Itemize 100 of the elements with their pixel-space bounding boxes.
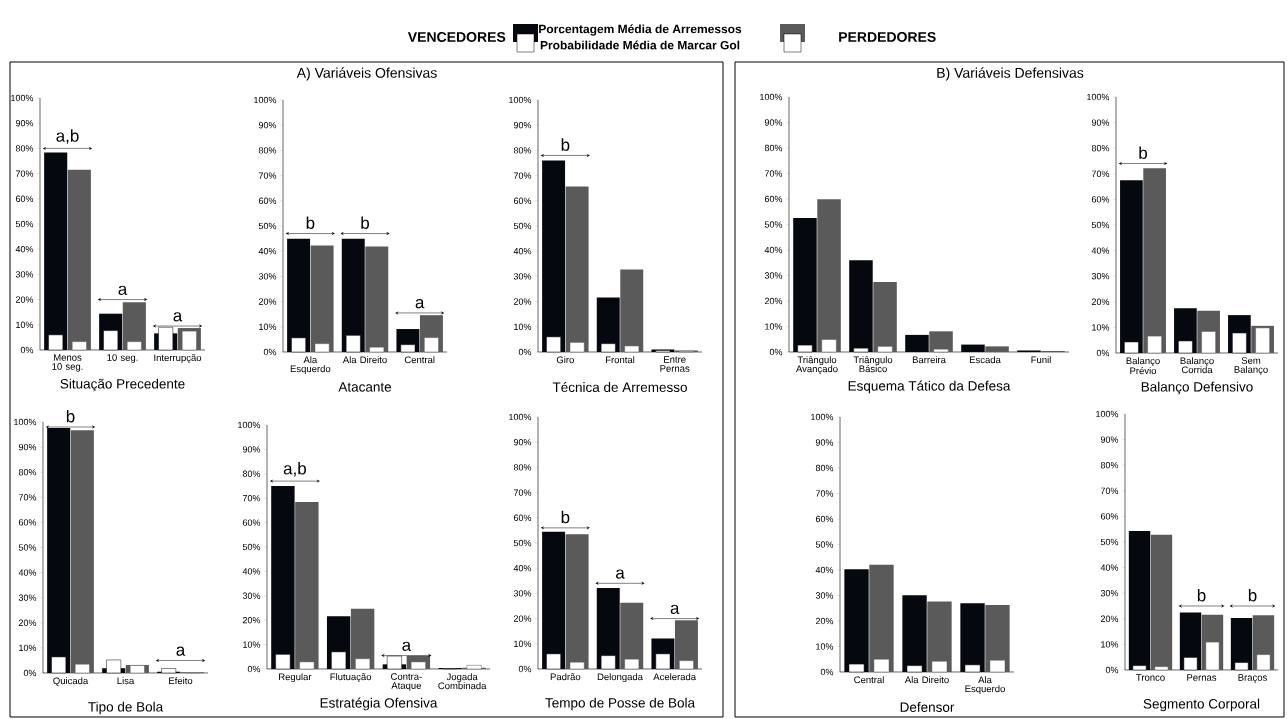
- text: PERDEDORES: [839, 32, 936, 42]
- x-tick-label: Central: [854, 676, 884, 684]
- y-tick-label: 0%: [1096, 349, 1110, 357]
- y-tick-label: 70%: [513, 489, 532, 496]
- y-tick-label: 70%: [18, 494, 37, 501]
- x-tick-label: Flutuação: [330, 673, 372, 683]
- y-tick-label: 10%: [259, 323, 277, 330]
- y-tick-label: 10%: [16, 321, 34, 328]
- y-tick-label: 50%: [815, 541, 834, 548]
- y-tick-label: 20%: [1091, 298, 1110, 305]
- y-tick-label: 50%: [242, 543, 261, 551]
- annotation: b: [1248, 588, 1257, 602]
- y-tick-label: 10%: [514, 323, 532, 330]
- y-tick-label: 100%: [760, 93, 783, 101]
- y-tick-label: 10%: [1101, 641, 1119, 648]
- y-tick-label: 30%: [764, 272, 783, 279]
- annotation: b: [306, 216, 315, 229]
- y-tick-label: 60%: [242, 519, 261, 526]
- annotation: b: [561, 138, 570, 151]
- y-tick-label: 0%: [820, 668, 834, 676]
- annotation: b: [1139, 146, 1148, 159]
- y-tick-label: 80%: [1100, 461, 1119, 469]
- y-tick-label: 60%: [764, 195, 783, 203]
- x-axis-title: Situação Precedente: [60, 378, 185, 392]
- y-tick-label: 50%: [1100, 538, 1119, 546]
- y-tick-label: 90%: [1091, 119, 1110, 126]
- x-axis-title: Esquema Tático da Defesa: [848, 380, 1011, 394]
- y-tick-label: 30%: [815, 592, 834, 599]
- x-tick-label: Funil: [1031, 356, 1051, 364]
- y-tick-label: 60%: [815, 515, 834, 523]
- x-tick-label: Delongada: [597, 673, 643, 683]
- y-tick-label: 30%: [15, 271, 34, 278]
- y-tick-label: 90%: [18, 443, 37, 451]
- x-tick-label: Pernas: [1187, 674, 1217, 681]
- x-tick-label: Acelerada: [653, 673, 697, 681]
- y-tick-label: 70%: [513, 172, 532, 179]
- x-tick-label: Sem Balanço: [1234, 357, 1268, 375]
- annotation: a: [173, 312, 183, 322]
- y-tick-label: 80%: [15, 145, 34, 152]
- x-tick-label: Central: [404, 356, 435, 364]
- annotation: a: [118, 285, 128, 296]
- x-tick-label: Menos 10 seg.: [52, 354, 83, 372]
- y-tick-label: 40%: [1100, 564, 1119, 571]
- x-tick-label: Frontal: [606, 356, 635, 364]
- annotation: a: [670, 604, 680, 615]
- y-tick-label: 0%: [518, 348, 532, 356]
- x-tick-label: Ala Esquerdo: [965, 676, 1005, 695]
- y-tick-label: 100%: [14, 418, 37, 426]
- y-tick-label: 80%: [258, 147, 277, 154]
- y-tick-label: 50%: [513, 222, 532, 230]
- y-tick-label: 80%: [764, 144, 783, 152]
- x-tick-label: 10 seg.: [107, 354, 138, 363]
- y-tick-label: 80%: [18, 468, 37, 476]
- y-tick-label: 90%: [513, 122, 532, 129]
- x-tick-label: Triângulo Avançado: [795, 356, 838, 375]
- y-tick-label: 80%: [815, 464, 834, 472]
- x-tick-label: Quicada: [53, 677, 89, 686]
- x-tick-label: Balanço Corrida: [1180, 357, 1214, 374]
- y-tick-label: 60%: [1091, 196, 1110, 203]
- y-tick-label: 20%: [18, 619, 37, 626]
- y-tick-label: 10%: [1092, 324, 1110, 331]
- y-tick-label: 20%: [764, 297, 783, 305]
- y-tick-label: 50%: [764, 221, 783, 228]
- text: Porcentagem Média de Arremessos: [539, 24, 742, 36]
- y-tick-label: 30%: [18, 594, 37, 601]
- y-tick-label: 90%: [513, 439, 532, 446]
- y-tick-label: 50%: [513, 539, 532, 547]
- y-tick-label: 0%: [263, 348, 277, 356]
- y-tick-label: 90%: [242, 446, 261, 453]
- text: B) Variáveis Defensivas: [937, 67, 1084, 81]
- x-tick-label: Regular: [279, 673, 312, 683]
- y-tick-label: 70%: [258, 172, 277, 179]
- x-axis-title: Segmento Corporal: [1143, 698, 1260, 712]
- x-axis-title: Tipo de Bola: [88, 701, 164, 715]
- y-tick-label: 50%: [258, 222, 277, 230]
- y-tick-label: 20%: [513, 298, 532, 305]
- y-tick-label: 10%: [19, 644, 37, 652]
- x-axis-title: Defensor: [900, 702, 955, 712]
- y-tick-label: 70%: [815, 490, 834, 497]
- y-tick-label: 20%: [258, 298, 277, 305]
- y-tick-label: 60%: [15, 195, 34, 202]
- y-tick-label: 50%: [1091, 221, 1110, 229]
- y-tick-label: 80%: [513, 147, 532, 154]
- y-tick-label: 0%: [769, 348, 783, 356]
- y-tick-label: 20%: [242, 616, 261, 624]
- annotation: a: [415, 299, 425, 309]
- x-axis-title: Tempo de Posse de Bola: [545, 697, 696, 711]
- y-tick-label: 70%: [1091, 170, 1110, 177]
- x-tick-label: Contra-Ataque: [391, 673, 422, 691]
- y-tick-label: 80%: [513, 464, 532, 471]
- annotation: b: [66, 409, 75, 423]
- annotation: a,b: [56, 129, 79, 144]
- annotation: a,b: [283, 462, 306, 477]
- y-tick-label: 10%: [514, 640, 532, 647]
- y-tick-label: 0%: [247, 665, 261, 673]
- y-tick-label: 20%: [815, 617, 834, 625]
- y-tick-label: 0%: [23, 669, 37, 677]
- y-tick-label: 20%: [15, 296, 34, 303]
- y-tick-label: 70%: [15, 170, 34, 177]
- x-axis-title: Técnica de Arremesso: [552, 381, 687, 393]
